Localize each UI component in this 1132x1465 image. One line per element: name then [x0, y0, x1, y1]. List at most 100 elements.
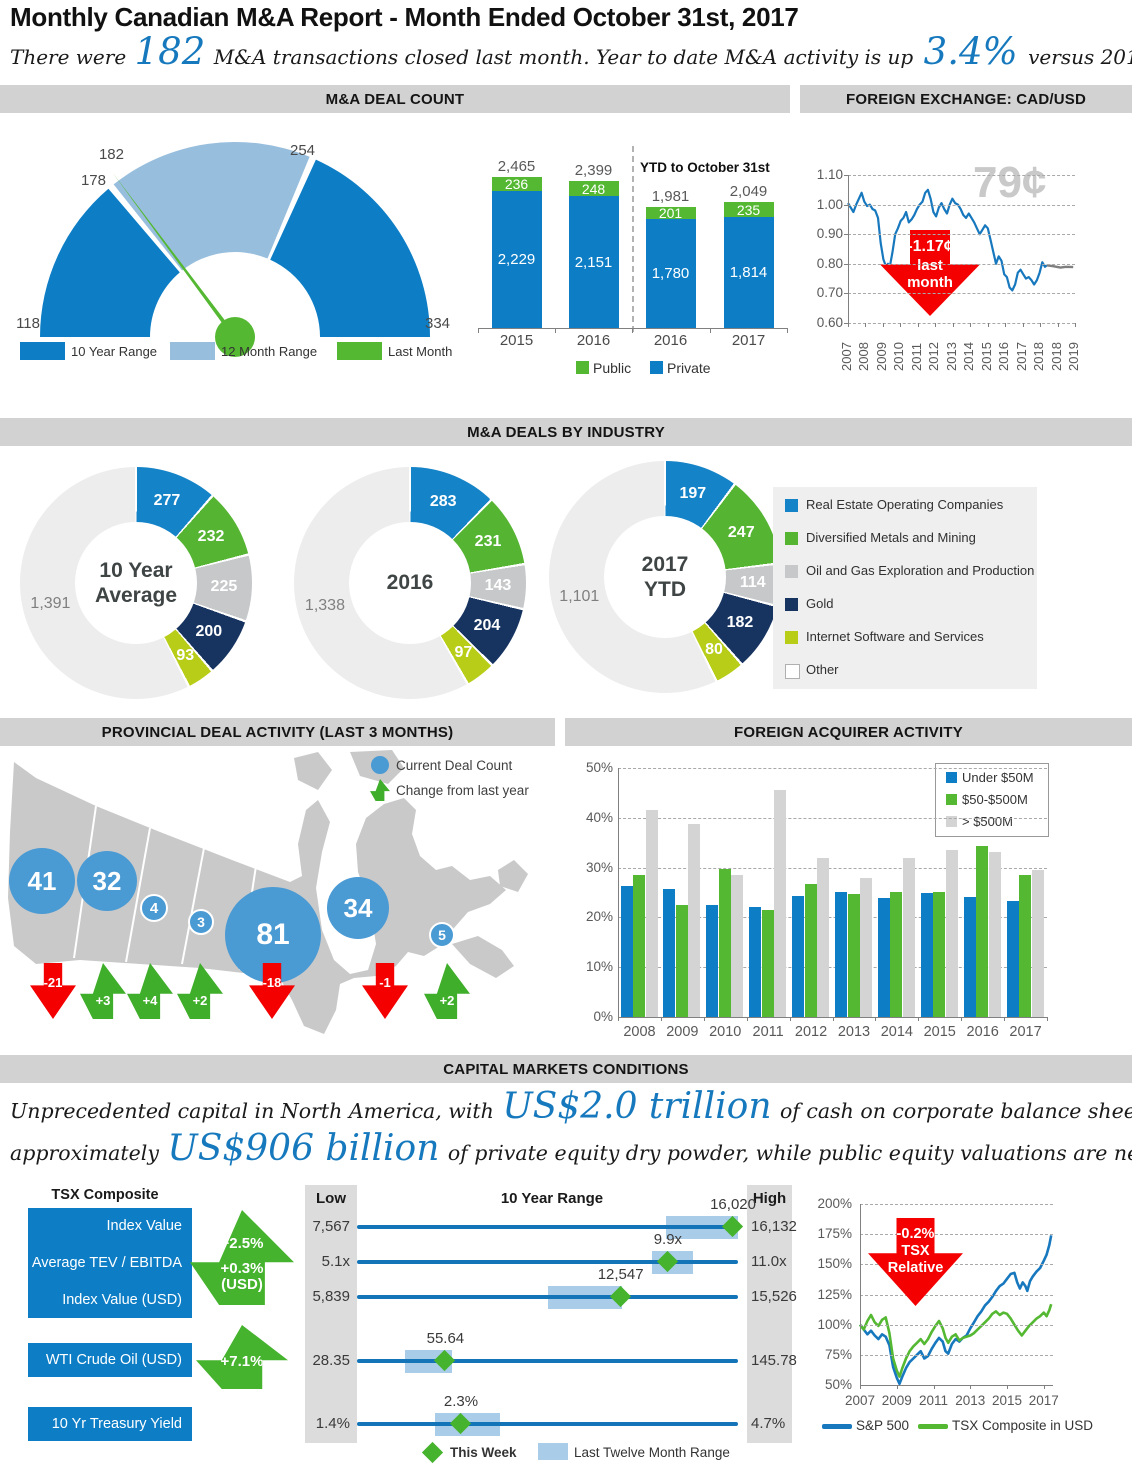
acq-bar — [817, 857, 830, 1017]
perf-xtick-mark — [933, 1385, 935, 1389]
gauge-10yr-right-arc — [270, 159, 430, 337]
intro-big-182: 182 — [134, 30, 206, 73]
fx-gridline — [848, 234, 1075, 236]
tsx-row-treasury: 10 Yr Treasury Yield — [51, 1416, 182, 1432]
fx-line-svg — [847, 188, 1074, 292]
perf-xtick-mark — [1043, 1385, 1045, 1389]
acq-category-label: 2011 — [752, 1024, 784, 1040]
bar-total-label: 2,399 — [574, 162, 613, 180]
gauge-12mo-low-label: 178 — [80, 172, 106, 189]
industry-legend-label: Other — [806, 662, 839, 677]
acq-bar — [645, 809, 658, 1017]
fx-y-axis — [848, 175, 849, 323]
acq-category-label: 2015 — [923, 1024, 956, 1040]
deal-count-bubble: 4 — [140, 894, 168, 922]
acq-bar — [675, 905, 688, 1017]
acq-gridline — [618, 967, 1047, 969]
fx-ytick-label: 0.60 — [816, 315, 843, 330]
fx-xtick-mark — [848, 323, 849, 327]
range-track — [357, 1260, 738, 1264]
change-value-label: +3 — [95, 993, 111, 1008]
donut-value-label: 80 — [705, 641, 723, 659]
gauge-legend-10yr: 10 Year Range — [71, 344, 158, 359]
acq-ytick-label: 30% — [585, 859, 613, 875]
fx-ytick-mark — [844, 323, 848, 324]
map-legend-arrow-label: Change from last year — [396, 783, 529, 798]
deal-count-gauge: 118 178 182 254 334 10 Year Range 12 Mon… — [0, 112, 470, 374]
industry-legend: Real Estate Operating Companies Diversifi… — [773, 487, 1037, 689]
donut-value-label: 247 — [727, 524, 755, 542]
perf-xtick-label: 2013 — [955, 1393, 986, 1408]
perf-gridline — [860, 1264, 1053, 1266]
fx-ytick-mark — [844, 175, 848, 176]
industry-legend-swatch — [785, 532, 798, 545]
tsx-up-arrow-1-icon: +2.5% +0.3% (USD) — [190, 1210, 294, 1305]
private-bar-segment: 2,229 — [491, 191, 542, 328]
capital-big2: US$906 billion — [167, 1128, 440, 1169]
fx-xtick-mark — [882, 323, 884, 327]
donut-value-label: 1,338 — [304, 596, 345, 614]
industry-legend-swatch — [785, 664, 800, 679]
fx-xtick-mark — [1075, 323, 1076, 327]
donut-value-label: 283 — [429, 492, 457, 510]
donut-value-label: 200 — [195, 623, 223, 641]
change-value-label: -1 — [379, 975, 391, 990]
deal-count-bubble: 34 — [327, 877, 389, 939]
acq-bar — [890, 891, 903, 1017]
acq-bar — [902, 857, 915, 1017]
tsx-usd-line — [858, 1303, 1053, 1378]
perf-line-svg — [858, 1235, 1053, 1386]
donut-value-label: 277 — [153, 491, 181, 509]
acq-xtick-mark — [918, 1017, 920, 1021]
maritimes — [452, 936, 514, 978]
acq-ytick-label: 50% — [585, 760, 613, 775]
acq-bar — [804, 884, 817, 1017]
fx-ytick-label: 1.00 — [816, 196, 843, 212]
acq-bar — [945, 850, 958, 1017]
section-foreign-acquirer: FOREIGN ACQUIRER ACTIVITY — [565, 718, 1132, 746]
high-column-bg — [747, 1185, 792, 1443]
fx-gridline — [848, 175, 1075, 176]
donut-center-label: 2017 YTD — [604, 516, 726, 638]
fx-xtick-label: 2017 — [1013, 342, 1029, 371]
donut-value-label: 232 — [197, 528, 225, 546]
acq-bar — [835, 892, 847, 1017]
acq-ytick-label: 10% — [585, 959, 613, 975]
acq-category-label: 2008 — [623, 1024, 656, 1040]
bar-total-label: 1,981 — [651, 187, 690, 205]
donut-value-label: 182 — [726, 614, 754, 632]
deal-count-bar-chart: YTD to October 31st Public Private 2,465… — [470, 118, 800, 392]
fx-xtick-label: 2015 — [978, 342, 994, 371]
industry-legend-label: Real Estate Operating Companies — [806, 497, 1004, 512]
change-value-label: +4 — [142, 993, 158, 1008]
perf-ytick-label: 200% — [817, 1196, 852, 1211]
tsx-box-treasury: 10 Yr Treasury Yield — [28, 1407, 192, 1441]
public-bar-segment: 236 — [491, 176, 542, 192]
donut-value-label: 114 — [739, 573, 766, 591]
capital-text-line1: Unprecedented capital in North America, … — [10, 1086, 1132, 1127]
donut-value-label: 93 — [176, 646, 195, 664]
acq-bar — [663, 888, 676, 1017]
public-bar-segment: 201 — [645, 205, 696, 221]
perf-xtick-label: 2007 — [844, 1393, 876, 1408]
donut-2017-ytd: 2017 YTD 197 247 114 182 80 1,101 — [549, 461, 781, 693]
acq-xtick-mark — [961, 1017, 963, 1021]
capital-p1a: Unprecedented capital in North America, … — [10, 1099, 494, 1123]
tsx-legend-line — [918, 1424, 948, 1429]
acq-bar — [877, 898, 890, 1017]
range-high-value: 15,526 — [751, 1288, 797, 1305]
acq-bar — [620, 886, 633, 1017]
tsx-legend-label: TSX Composite in USD — [952, 1418, 1094, 1433]
fx-xtick-label: 2007 — [839, 342, 854, 371]
gauge-legend-swatch-lastmonth — [337, 342, 382, 360]
private-legend-label: Private — [667, 360, 711, 376]
this-week-legend-label: This Week — [450, 1445, 517, 1460]
ytd-divider — [632, 146, 634, 332]
gauge-12mo-arc — [113, 141, 310, 271]
industry-legend-label: Diversified Metals and Mining — [806, 530, 976, 545]
industry-legend-label: Gold — [806, 596, 834, 611]
capital-p1b: of cash on corporate balance sheets and — [779, 1099, 1132, 1123]
tsx-box-wti: WTI Crude Oil (USD) — [28, 1343, 192, 1377]
gauge-legend-lastmonth: Last Month — [388, 344, 453, 359]
